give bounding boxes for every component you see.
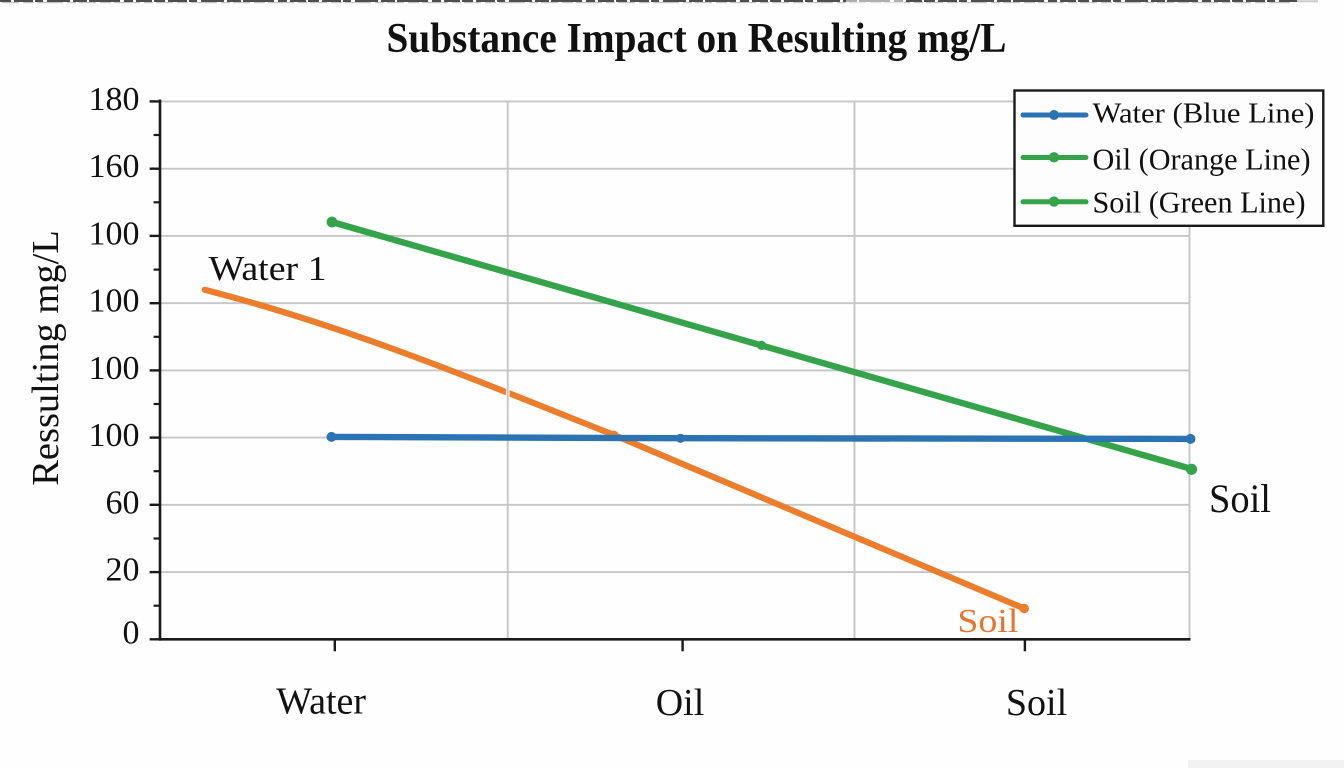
svg-text:100: 100 (89, 283, 140, 320)
svg-text:180: 180 (89, 81, 140, 118)
svg-text:20: 20 (106, 552, 140, 589)
svg-text:Soil: Soil (1006, 682, 1067, 724)
svg-text:100: 100 (89, 215, 140, 252)
svg-text:0: 0 (123, 615, 140, 652)
svg-text:Ressulting mg/L: Ressulting mg/L (25, 230, 67, 486)
svg-text:Oil: Oil (656, 682, 705, 724)
svg-text:Oil (Orange Line): Oil (Orange Line) (1093, 142, 1311, 177)
svg-text:Water: Water (276, 681, 366, 723)
svg-text:160: 160 (89, 148, 140, 185)
svg-text:60: 60 (106, 484, 140, 521)
svg-text:Water 1: Water 1 (209, 250, 327, 288)
svg-text:Soil: Soil (957, 603, 1018, 640)
svg-text:Soil (Green Line): Soil (Green Line) (1093, 185, 1306, 220)
svg-text:Soil: Soil (1209, 476, 1271, 521)
svg-text:Substance Impact on Resulting: Substance Impact on Resulting mg/L (387, 16, 1007, 62)
svg-text:Water (Blue Line): Water (Blue Line) (1093, 99, 1315, 130)
svg-text:100: 100 (89, 350, 140, 387)
svg-text:100: 100 (89, 417, 140, 454)
